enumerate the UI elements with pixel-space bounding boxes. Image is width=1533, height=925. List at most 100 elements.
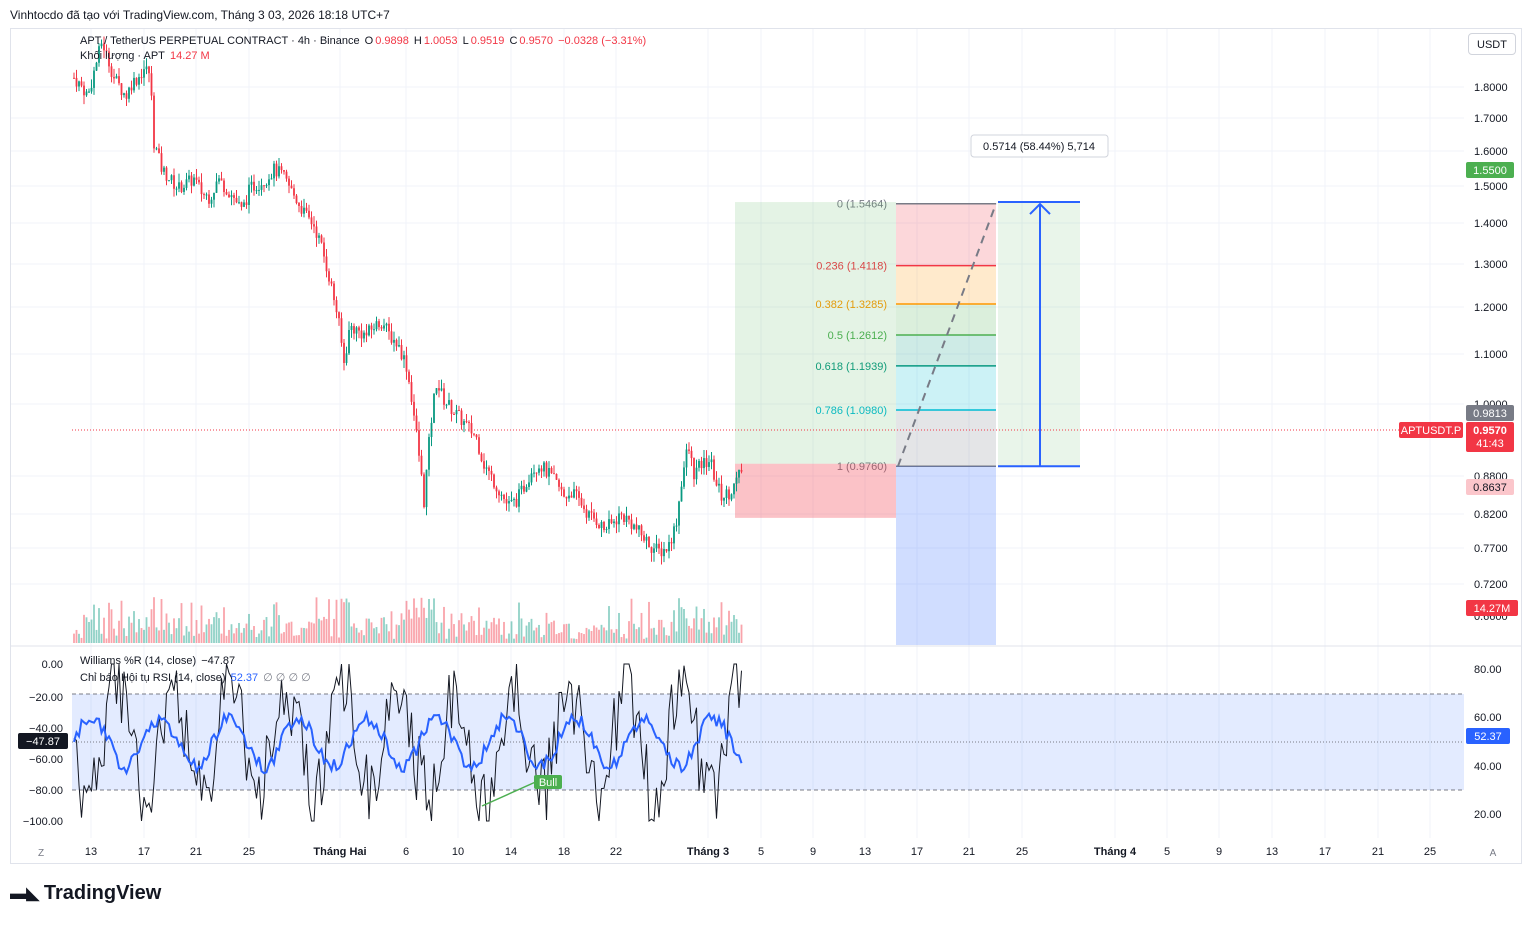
candle-body bbox=[188, 175, 190, 180]
volume-bar bbox=[383, 617, 385, 643]
volume-bar bbox=[470, 616, 473, 643]
candle-body bbox=[420, 455, 423, 475]
volume-bar bbox=[573, 638, 575, 643]
volume-bar bbox=[313, 623, 315, 643]
volume-bar bbox=[375, 627, 378, 643]
symbol-description[interactable]: APT / TetherUS PERPETUAL CONTRACT · 4h ·… bbox=[80, 35, 360, 47]
rsi-label[interactable]: Chỉ báo Hội tụ RSI (14, close) bbox=[80, 672, 226, 684]
volume-bar bbox=[285, 623, 288, 643]
volume-bar bbox=[545, 612, 548, 643]
low-label: L bbox=[462, 35, 469, 47]
volume-bar bbox=[603, 627, 605, 643]
volume-bar bbox=[158, 630, 160, 643]
volume-bar bbox=[618, 612, 620, 643]
time-axis-label: 25 bbox=[1424, 846, 1436, 858]
volume-bar bbox=[110, 609, 113, 643]
volume-label[interactable]: Khối lượng · APT bbox=[80, 50, 165, 62]
volume-bar bbox=[138, 619, 140, 643]
candle-body bbox=[150, 73, 153, 96]
candle-body bbox=[415, 415, 418, 431]
volume-bar bbox=[73, 633, 75, 643]
candle-body bbox=[338, 312, 340, 319]
candle-body bbox=[185, 179, 188, 188]
time-axis-label: 21 bbox=[190, 846, 202, 858]
symbol-badge-bg bbox=[1399, 422, 1463, 438]
volume-bar bbox=[645, 637, 648, 643]
volume-bar bbox=[433, 598, 435, 643]
candle-body bbox=[463, 421, 465, 425]
volume-bar bbox=[503, 621, 505, 643]
volume-bar bbox=[530, 618, 533, 643]
indicator-left-axis: 0.00 −20.00 −40.00 −60.00 −80.00 −100.00 bbox=[23, 659, 63, 828]
candle-body bbox=[373, 329, 375, 331]
volume-bar bbox=[425, 617, 428, 643]
profit-zone bbox=[735, 202, 896, 464]
volume-bar bbox=[103, 617, 105, 643]
volume-bar bbox=[165, 613, 168, 643]
candle-body bbox=[483, 461, 485, 469]
time-axis-label: 14 bbox=[505, 846, 517, 858]
volume-bar bbox=[173, 618, 175, 643]
time-axis-label: 6 bbox=[403, 846, 409, 858]
close-label: C bbox=[509, 35, 518, 47]
volume-bar bbox=[475, 635, 478, 643]
volume-bar bbox=[330, 636, 333, 643]
candle-body bbox=[733, 483, 735, 495]
volume-bar bbox=[345, 598, 348, 643]
candle-body bbox=[273, 163, 275, 179]
volume-bar bbox=[80, 637, 83, 643]
candle-body bbox=[695, 467, 698, 480]
candle-body bbox=[210, 199, 213, 204]
volume-legend-row: Khối lượng · APT 14.27 M bbox=[80, 50, 648, 62]
candle-body bbox=[320, 235, 323, 243]
volume-bar bbox=[540, 637, 543, 643]
volume-bar bbox=[403, 619, 405, 643]
indicator-right-tag: 52.37 bbox=[1474, 731, 1502, 743]
volume-bar bbox=[358, 632, 360, 643]
candle-body bbox=[170, 175, 173, 181]
candle-body bbox=[190, 175, 193, 186]
time-axis-label: 17 bbox=[911, 846, 923, 858]
volume-bar bbox=[365, 618, 368, 643]
candle-body bbox=[603, 521, 605, 530]
candle-body bbox=[628, 515, 630, 520]
volume-bar bbox=[738, 632, 740, 643]
volume-bar bbox=[305, 628, 308, 643]
candle-body bbox=[280, 166, 283, 171]
volume-bar bbox=[508, 633, 510, 643]
candle-body bbox=[383, 325, 385, 329]
volume-bar bbox=[648, 601, 650, 643]
fib-level-label: 0.5 (1.2612) bbox=[828, 330, 887, 342]
williams-label[interactable]: Williams %R (14, close) bbox=[80, 655, 197, 667]
volume-bar bbox=[123, 628, 125, 643]
volume-bar bbox=[355, 627, 358, 643]
volume-bar bbox=[140, 628, 143, 643]
volume-bar bbox=[335, 599, 338, 643]
candle-body bbox=[143, 69, 145, 78]
volume-bar bbox=[728, 610, 730, 643]
candle-body bbox=[568, 495, 570, 499]
candle-body bbox=[153, 95, 155, 149]
volume-bar bbox=[240, 632, 243, 643]
candle-body bbox=[465, 421, 468, 423]
volume-bar bbox=[458, 620, 460, 643]
volume-bar bbox=[695, 606, 698, 643]
fib-retracement[interactable]: 0 (1.5464) 0.236 (1.4118) 0.382 (1.3285) 0.… bbox=[815, 199, 997, 473]
candle-body bbox=[455, 410, 458, 415]
candle-body bbox=[435, 388, 438, 394]
volume-bar bbox=[278, 615, 280, 643]
volume-bar bbox=[725, 625, 728, 643]
currency-button[interactable]: USDT bbox=[1468, 33, 1516, 55]
long-position-tool[interactable] bbox=[735, 201, 1080, 645]
volume-bar bbox=[510, 621, 513, 643]
candle-body bbox=[98, 46, 100, 63]
candle-body bbox=[298, 203, 300, 206]
volume-bar bbox=[688, 625, 690, 643]
candle-body bbox=[340, 318, 343, 343]
candle-body bbox=[138, 77, 140, 85]
volume-bar bbox=[235, 628, 238, 643]
volume-bar bbox=[550, 622, 553, 643]
volume-bar bbox=[175, 628, 178, 643]
candle-body bbox=[493, 474, 495, 488]
